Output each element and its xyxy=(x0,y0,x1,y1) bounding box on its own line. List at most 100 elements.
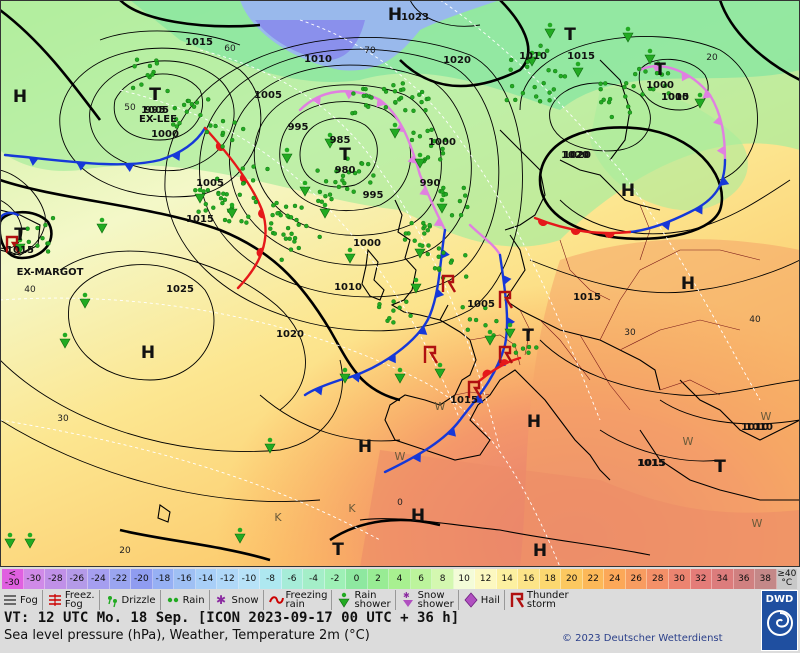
rain-dot xyxy=(432,138,437,144)
drizzle-icon xyxy=(107,596,117,608)
rain-dot xyxy=(345,156,350,161)
rain-dot xyxy=(327,192,333,197)
isobar-label: 1010 xyxy=(661,92,689,103)
rain-dot xyxy=(165,88,170,94)
rain-dot xyxy=(483,323,488,328)
scale-cell: -8 xyxy=(260,569,282,589)
rain-dot xyxy=(448,260,454,265)
rain-dot xyxy=(363,86,368,92)
isobar-label: 990 xyxy=(420,178,441,189)
rain-dot xyxy=(271,203,276,208)
rain-dot xyxy=(269,221,274,226)
isobar-label: 1000 xyxy=(151,129,179,140)
rain-dot xyxy=(623,94,628,99)
rain-dots xyxy=(25,43,671,355)
scale-cell: 34 xyxy=(712,569,734,589)
rain-dot xyxy=(419,89,425,95)
isobar-label: 1005 xyxy=(661,92,689,103)
rain-dot xyxy=(467,317,473,322)
rain-dot xyxy=(417,134,423,139)
rain-dot xyxy=(130,85,136,91)
rain-dot xyxy=(177,120,182,126)
scale-cell: -26 xyxy=(66,569,89,589)
wind-letter: K xyxy=(274,511,282,524)
high-pressure-centre: H xyxy=(358,437,372,457)
legend-label: Drizzle xyxy=(121,594,156,606)
temperature-label: 40 xyxy=(24,285,36,295)
scale-cell: 4 xyxy=(389,569,411,589)
rain-dot xyxy=(205,187,211,193)
rain-dot xyxy=(426,96,431,101)
high-pressure-centre: H xyxy=(527,412,541,432)
scale-cell: -14 xyxy=(195,569,218,589)
rain-dot xyxy=(191,104,197,109)
rain-dot xyxy=(333,179,338,185)
isobar-label: 1025 xyxy=(166,284,194,295)
isobar-label: 1020 xyxy=(561,150,589,161)
isobar-label: 1010 xyxy=(334,282,362,293)
temperature-label: 20 xyxy=(119,546,131,556)
rain-dot xyxy=(288,215,294,220)
warm-front xyxy=(476,356,522,384)
rain-dot xyxy=(400,81,405,86)
temperature-label: 20 xyxy=(706,53,718,63)
valid-time: VT: 12 UTC Mo. 18 Sep. [ICON 2023-09-17 … xyxy=(4,610,460,626)
rain-dot xyxy=(319,199,324,204)
wind-letters: W W W W K K W xyxy=(274,400,771,530)
wind-letter: W xyxy=(683,435,694,448)
isobar-label: 995 xyxy=(288,122,309,133)
weather-symbol-legend: Fog Freez. Fog Drizzle Rain ✱ Snow Freezing ra… xyxy=(2,590,760,610)
front-marker xyxy=(239,173,248,183)
scale-cell: -28 xyxy=(45,569,67,589)
weather-map-canvas: H1023T1005T995EX-LEET980T1000T1015EX-MAR… xyxy=(0,0,800,567)
rain-shower-icon xyxy=(414,152,426,169)
rain-shower-icon xyxy=(622,26,634,43)
storm-name: EX-MARGOT xyxy=(17,267,84,278)
rain-dot xyxy=(35,243,40,248)
rain-dot xyxy=(193,187,198,193)
front-marker xyxy=(412,452,421,463)
rain-shower-icon xyxy=(544,22,556,39)
rain-dot xyxy=(26,239,31,245)
rain-dot xyxy=(411,130,416,136)
rain-dot xyxy=(366,104,371,110)
front-marker xyxy=(171,151,181,161)
front-marker xyxy=(473,394,484,404)
scale-cell: -4 xyxy=(303,569,325,589)
scale-cell: 38 xyxy=(755,569,777,589)
rain-shower-icon xyxy=(344,247,356,264)
scale-cell: 2 xyxy=(367,569,390,589)
temperature-label: 30 xyxy=(624,328,636,338)
rain-dot xyxy=(422,231,427,236)
rain-dot xyxy=(508,67,513,72)
rain-dot xyxy=(251,195,256,201)
front-marker xyxy=(538,219,548,227)
legend-rain-shower: Rain shower xyxy=(336,590,396,610)
rain-dot xyxy=(626,104,631,109)
wind-letter: W xyxy=(752,517,763,530)
rain-dot xyxy=(132,64,137,69)
rain-shower-icon xyxy=(434,362,446,379)
isobar-label: 1005 xyxy=(254,90,282,101)
low-pressure-centre: T xyxy=(522,326,534,346)
centre-pressure: 995 xyxy=(145,105,166,116)
rain-shower-icon xyxy=(24,532,36,549)
rain-dot xyxy=(351,91,356,96)
rain-dot xyxy=(368,180,373,185)
isobar-label: 1010 xyxy=(519,51,547,62)
snow-shower-icon: ✱ xyxy=(402,591,413,607)
rain-dot xyxy=(409,137,415,143)
rain-dot xyxy=(631,83,636,89)
rain-dot xyxy=(43,222,48,228)
isobar-label: 1015 xyxy=(637,458,665,469)
rain-dot xyxy=(558,73,563,79)
low-pressure-centre: T xyxy=(564,25,576,45)
rain-dot xyxy=(512,343,517,348)
fog-icon xyxy=(4,595,16,605)
rain-dot xyxy=(281,232,286,237)
rain-dot xyxy=(194,100,200,105)
rain-dot xyxy=(438,157,443,162)
rain-shower-icon xyxy=(504,322,516,339)
dwd-logo-text: DWD xyxy=(765,594,794,605)
rain-dot xyxy=(547,98,552,103)
